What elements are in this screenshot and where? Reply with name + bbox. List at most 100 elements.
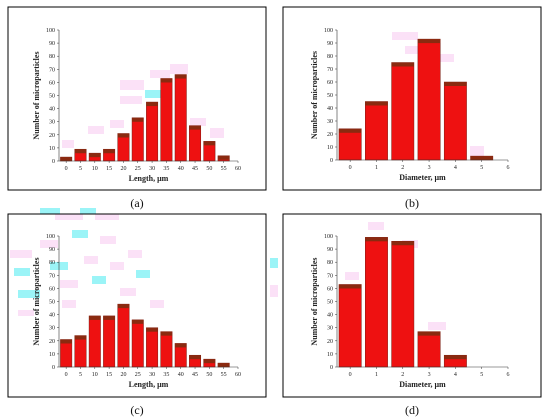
x-tick-label: 20 (120, 372, 126, 378)
chart-c-length-histogram: 0 10 20 30 40 50 60 70 80 90 100 0 5 10 15 20 25 30 35 40 45… (32, 234, 241, 389)
y-tick-label: 0 (330, 365, 333, 371)
y-tick-label: 100 (324, 28, 333, 34)
bar-cap (217, 155, 230, 160)
bar-cap (417, 39, 441, 44)
artifact-block (55, 214, 83, 220)
bar (338, 128, 362, 161)
bar (160, 331, 173, 368)
artifact-block (40, 208, 60, 214)
y-tick-label: 20 (49, 339, 55, 345)
artifact-block (84, 256, 98, 264)
bar (365, 237, 388, 368)
y-tick-label: 90 (49, 247, 55, 253)
bar-cap (74, 335, 87, 340)
y-tick-label: 20 (327, 339, 333, 345)
y-tick-label: 80 (327, 260, 333, 266)
y-tick-label: 10 (327, 352, 333, 358)
bar (131, 319, 144, 368)
y-axis-label: Number of microparticles (310, 51, 319, 139)
x-tick-label: 20 (120, 166, 126, 172)
x-tick-label: 0 (65, 372, 68, 378)
bar-cap (89, 153, 101, 158)
panel-tag-c: (c) (130, 403, 143, 417)
x-tick-label: 40 (178, 166, 184, 172)
panel-tag-b: (b) (405, 196, 419, 210)
x-axis-label: Diameter, μm (399, 380, 446, 389)
artifact-block (120, 96, 142, 104)
y-axis-label: Number of microparticles (310, 257, 319, 345)
y-tick-label: 80 (327, 54, 333, 60)
bar-cap (146, 327, 158, 332)
x-tick-label: 30 (149, 372, 155, 378)
x-tick-label: 35 (163, 166, 169, 172)
x-tick-label: 45 (192, 166, 198, 172)
bar-cap (203, 359, 216, 364)
x-axis-label: Length, μm (129, 380, 169, 389)
x-tick-label: 40 (178, 372, 184, 378)
bar (417, 38, 441, 161)
y-tick-label: 90 (49, 41, 55, 47)
artifact-block (80, 208, 96, 214)
bar-cap (60, 339, 72, 344)
y-tick-label: 60 (327, 286, 333, 292)
panel-tag-d: (d) (405, 403, 419, 417)
artifact-block (150, 70, 170, 78)
artifact-block (190, 118, 206, 126)
x-tick-label: 2 (401, 372, 404, 378)
x-tick-label: 60 (235, 166, 241, 172)
chart-d-diameter-histogram: 0 10 20 30 40 50 60 70 80 90 100 0 1 2 3 4 5 6 Diameter, μ… (310, 234, 510, 389)
bar (146, 327, 159, 368)
y-tick-label: 0 (330, 158, 333, 164)
bar-cap (417, 331, 441, 336)
y-tick-label: 30 (327, 119, 333, 125)
bar-cap (174, 343, 187, 348)
chart-b-diameter-histogram: 0 10 20 30 40 50 60 70 80 90 100 0 1 2 3 4 5 6 Diameter, μ… (310, 28, 510, 182)
bar (417, 331, 441, 368)
y-tick-label: 0 (52, 365, 55, 371)
x-tick-label: 5 (480, 372, 483, 378)
artifact-block (62, 300, 76, 308)
x-tick-label: 25 (135, 166, 141, 172)
x-tick-label: 0 (349, 372, 352, 378)
bar-cap (365, 237, 388, 242)
x-tick-label: 50 (206, 372, 212, 378)
y-tick-label: 100 (46, 234, 55, 240)
x-axis-label: Diameter, μm (399, 173, 446, 182)
artifact-block (40, 240, 58, 248)
artifact-block (62, 140, 74, 148)
x-tick-label: 4 (454, 372, 457, 378)
y-tick-label: 10 (49, 352, 55, 358)
x-tick-label: 1 (375, 165, 378, 171)
bar-cap (365, 101, 388, 106)
y-tick-label: 70 (327, 273, 333, 279)
bar-cap (132, 117, 144, 122)
bar-cap (146, 102, 158, 107)
x-tick-label: 35 (163, 372, 169, 378)
bar-cap (391, 241, 414, 246)
y-tick-label: 80 (49, 260, 55, 266)
bar (117, 133, 130, 162)
x-tick-label: 0 (65, 166, 68, 172)
x-tick-label: 1 (375, 372, 378, 378)
bar-cap (103, 315, 115, 320)
bar (131, 117, 144, 162)
y-tick-label: 100 (324, 234, 333, 240)
artifact-block (210, 128, 224, 138)
bar-cap (391, 62, 414, 67)
y-tick-label: 0 (52, 159, 55, 165)
artifact-block (128, 250, 142, 258)
x-tick-label: 10 (92, 166, 98, 172)
bar-cap (174, 74, 187, 79)
x-tick-label: 2 (401, 165, 404, 171)
y-tick-label: 70 (49, 273, 55, 279)
y-tick-label: 90 (327, 247, 333, 253)
y-tick-label: 50 (49, 94, 55, 100)
x-tick-label: 6 (507, 165, 510, 171)
artifact-block (14, 268, 30, 276)
bar-cap (132, 319, 144, 324)
y-tick-label: 40 (327, 313, 333, 319)
panel-b-frame (282, 6, 542, 191)
y-tick-label: 30 (49, 120, 55, 126)
x-axis-label: Length, μm (129, 174, 169, 183)
